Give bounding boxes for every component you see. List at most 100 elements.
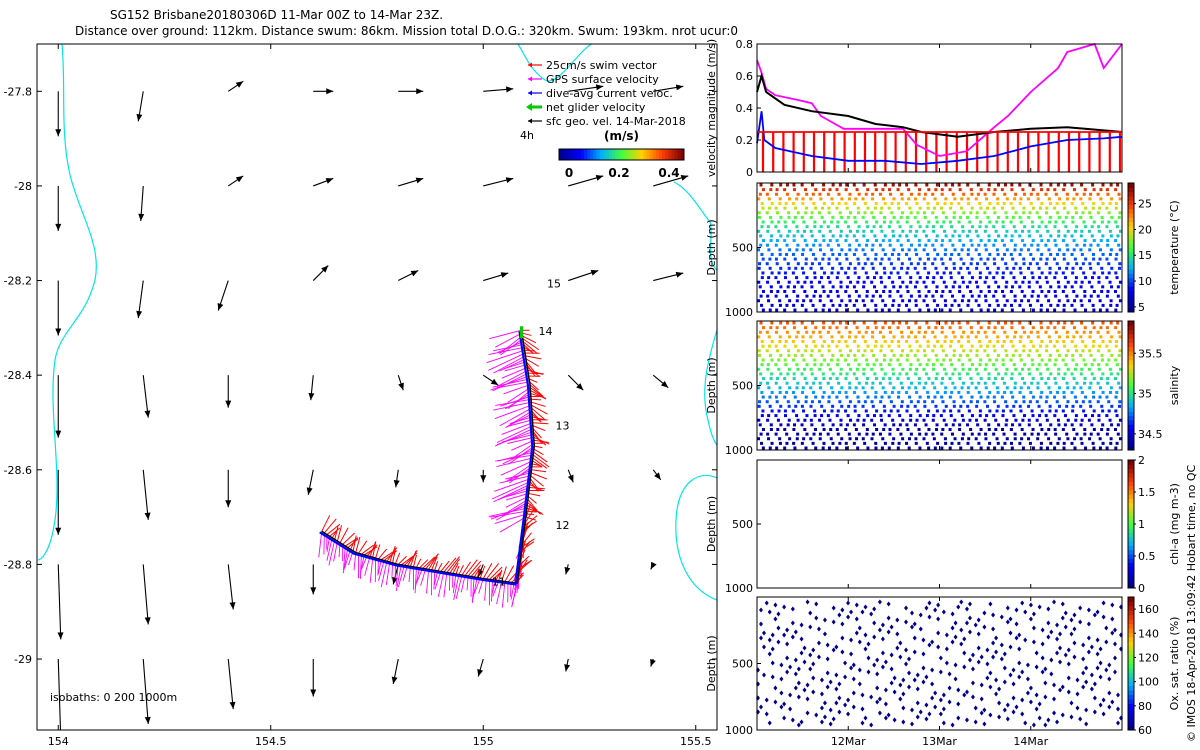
profile-sample	[856, 308, 860, 312]
profile-sample	[1045, 280, 1049, 284]
profile-sample	[1062, 303, 1066, 307]
profile-sample	[770, 340, 774, 344]
profile-sample	[1048, 215, 1052, 219]
oxygen-sample	[1092, 612, 1097, 618]
profile-sample	[983, 330, 987, 334]
profile-sample	[1081, 340, 1085, 344]
profile-sample	[812, 340, 816, 344]
profile-sample	[993, 211, 997, 215]
oxygen-sample	[1075, 691, 1080, 697]
profile-sample	[992, 243, 996, 247]
profile-sample	[767, 248, 771, 252]
oxygen-sample	[927, 600, 932, 606]
colorbar-cell	[1128, 716, 1134, 722]
profile-sample	[913, 215, 917, 219]
geo-vector	[136, 280, 144, 319]
profile-sample	[883, 183, 887, 187]
profile-sample	[961, 432, 965, 436]
profile-sample	[1057, 229, 1061, 233]
profile-sample	[941, 211, 945, 215]
colorbar-tick-label: 35.5	[1138, 347, 1163, 360]
profile-sample	[975, 215, 979, 219]
profile-sample	[874, 257, 878, 261]
profile-sample	[810, 234, 814, 238]
profile-sample	[909, 276, 913, 280]
profile-sample	[766, 432, 770, 436]
profile-sample	[1057, 437, 1061, 441]
colorbar-tick-label: 25	[1138, 198, 1152, 211]
oxygen-sample	[883, 701, 888, 707]
profile-sample	[905, 321, 909, 325]
oxygen-sample	[1052, 682, 1057, 688]
profile-sample	[1117, 243, 1121, 247]
profile-sample	[983, 418, 987, 422]
profile-sample	[878, 294, 882, 298]
profile-sample	[778, 390, 782, 394]
profile-sample	[1061, 377, 1065, 381]
colorbar-cell	[662, 149, 666, 160]
profile-sample	[1026, 197, 1030, 201]
profile-sample	[915, 252, 919, 256]
profile-sample	[1027, 404, 1031, 408]
profile-sample	[1114, 271, 1118, 275]
oxygen-sample	[1063, 652, 1068, 658]
profile-sample	[866, 363, 870, 367]
profile-sample	[775, 446, 779, 450]
profile-sample	[1088, 248, 1092, 252]
profile-sample	[959, 257, 963, 261]
profile-sample	[786, 423, 790, 427]
profile-sample	[1070, 372, 1074, 376]
profile-sample	[907, 446, 911, 450]
profile-sample	[882, 266, 886, 270]
profile-sample	[966, 234, 970, 238]
profile-sample	[1109, 386, 1113, 390]
profile-sample	[966, 321, 970, 325]
profile-sample	[890, 349, 894, 353]
profile-sample	[970, 308, 974, 312]
profile-sample	[927, 289, 931, 293]
oxygen-sample	[869, 694, 874, 700]
profile-sample	[918, 446, 922, 450]
profile-sample	[890, 202, 894, 206]
velocity-series	[756, 72, 1123, 138]
profile-sample	[892, 423, 896, 427]
profile-sample	[943, 367, 947, 371]
oxygen-sample	[999, 614, 1004, 620]
colorbar-cell	[1128, 402, 1134, 408]
oxygen-sample	[1101, 697, 1106, 703]
profile-sample	[1029, 202, 1033, 206]
profile-sample	[1048, 358, 1052, 362]
profile-sample	[845, 344, 849, 348]
profile-sample	[1009, 390, 1013, 394]
profile-sample	[1056, 183, 1060, 187]
colorbar-cell	[1128, 536, 1134, 542]
profile-sample	[1036, 335, 1040, 339]
profile-sample	[800, 266, 804, 270]
profile-sample	[975, 400, 979, 404]
profile-sample	[891, 229, 895, 233]
profile-sample	[1031, 308, 1035, 312]
profile-sample	[768, 308, 772, 312]
profile-sample	[844, 358, 848, 362]
profile-sample	[950, 294, 954, 298]
oxygen-sample	[759, 635, 763, 641]
x-tick-label: 155.5	[680, 735, 712, 748]
colorbar-cell	[1128, 290, 1134, 296]
y-tick-label: 1000	[725, 444, 753, 457]
oxygen-sample	[767, 637, 772, 643]
profile-sample	[1116, 183, 1120, 187]
profile-sample	[818, 243, 822, 247]
profile-sample	[950, 441, 954, 445]
profile-sample	[914, 234, 918, 238]
geo-vector	[142, 564, 151, 625]
profile-sample	[1106, 243, 1110, 247]
profile-sample	[958, 326, 962, 330]
oxygen-sample	[938, 711, 943, 717]
profile-sample	[978, 414, 982, 418]
colorbar-tick-label: 1.5	[1138, 486, 1156, 499]
profile-sample	[905, 183, 909, 187]
profile-sample	[908, 395, 912, 399]
profile-sample	[1074, 418, 1078, 422]
profile-sample	[1031, 289, 1035, 293]
oxygen-sample	[880, 650, 885, 656]
